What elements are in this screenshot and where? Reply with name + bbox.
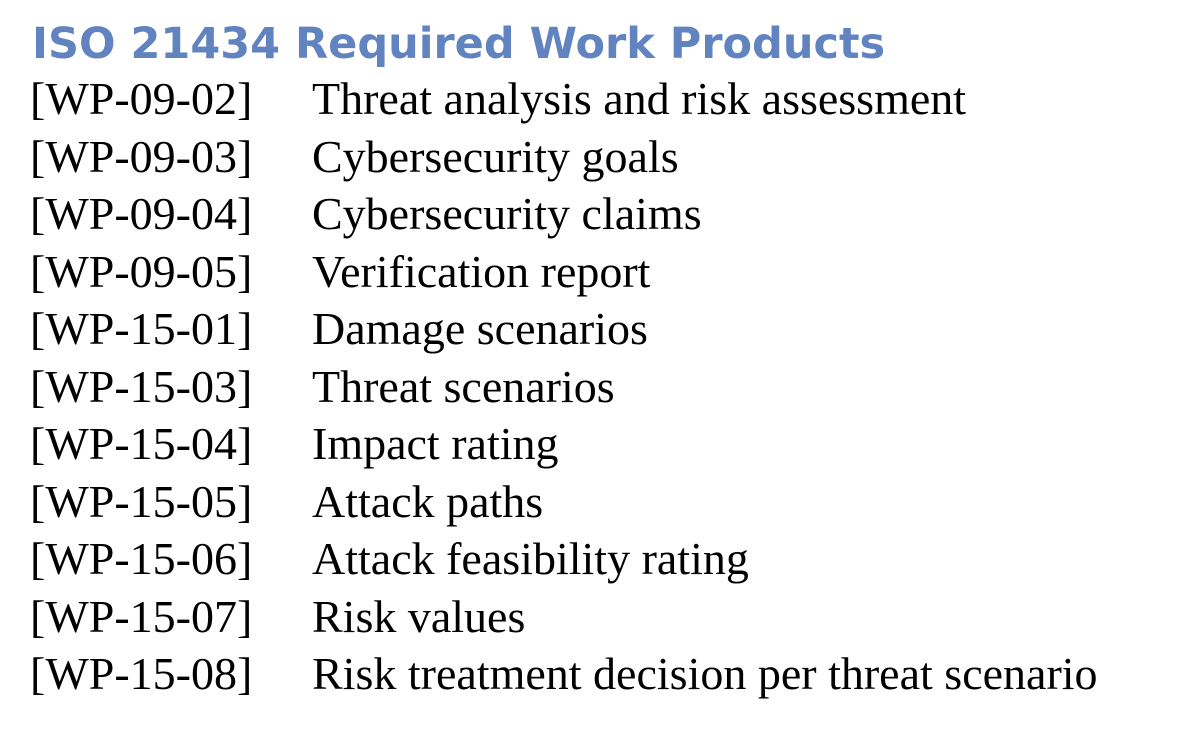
work-product-description: Threat scenarios xyxy=(312,360,615,412)
work-product-code: [WP-15-06] xyxy=(30,533,253,584)
list-item: [WP-09-05] Verification report xyxy=(30,243,1170,301)
work-product-code: [WP-09-02] xyxy=(30,73,253,124)
list-item: [WP-09-03] Cybersecurity goals xyxy=(30,128,1170,186)
work-product-list: [WP-09-02] Threat analysis and risk asse… xyxy=(30,70,1170,703)
list-item: [WP-09-02] Threat analysis and risk asse… xyxy=(30,70,1170,128)
work-product-code: [WP-15-07] xyxy=(30,590,253,642)
work-product-description: Cybersecurity goals xyxy=(312,130,679,182)
list-item: [WP-15-08] Risk treatment decision per t… xyxy=(30,645,1170,703)
work-product-description: Attack paths xyxy=(312,475,544,527)
work-product-code: [WP-15-05] xyxy=(30,475,253,527)
work-product-description: Threat analysis and risk assessment xyxy=(312,73,967,124)
work-product-description: Cybersecurity claims xyxy=(312,188,702,239)
work-product-code: [WP-09-04] xyxy=(30,188,253,239)
work-product-code: [WP-15-01] xyxy=(30,303,253,354)
list-item: [WP-15-03] Threat scenarios xyxy=(30,358,1170,416)
list-item: [WP-15-01] Damage scenarios xyxy=(30,300,1170,358)
work-product-code: [WP-15-08] xyxy=(30,648,253,699)
work-product-description: Attack feasibility rating xyxy=(312,533,749,584)
document: ISO 21434 Required Work Products [WP-09-… xyxy=(30,14,1170,703)
work-product-code: [WP-15-03] xyxy=(30,360,253,412)
list-item: [WP-15-07] Risk values xyxy=(30,588,1170,646)
work-product-description: Damage scenarios xyxy=(312,303,648,354)
page-title: ISO 21434 Required Work Products xyxy=(32,19,886,69)
work-product-description: Verification report xyxy=(312,245,651,297)
work-product-code: [WP-09-03] xyxy=(30,130,253,182)
work-product-code: [WP-09-05] xyxy=(30,245,253,297)
list-item: [WP-15-06] Attack feasibility rating xyxy=(30,530,1170,588)
work-product-description: Risk values xyxy=(312,590,526,642)
list-item: [WP-09-04] Cybersecurity claims xyxy=(30,185,1170,243)
work-product-description: Impact rating xyxy=(312,418,559,469)
list-item: [WP-15-05] Attack paths xyxy=(30,473,1170,531)
work-product-description: Risk treatment decision per threat scena… xyxy=(312,648,1098,699)
list-item: [WP-15-04] Impact rating xyxy=(30,415,1170,473)
work-product-code: [WP-15-04] xyxy=(30,418,253,469)
